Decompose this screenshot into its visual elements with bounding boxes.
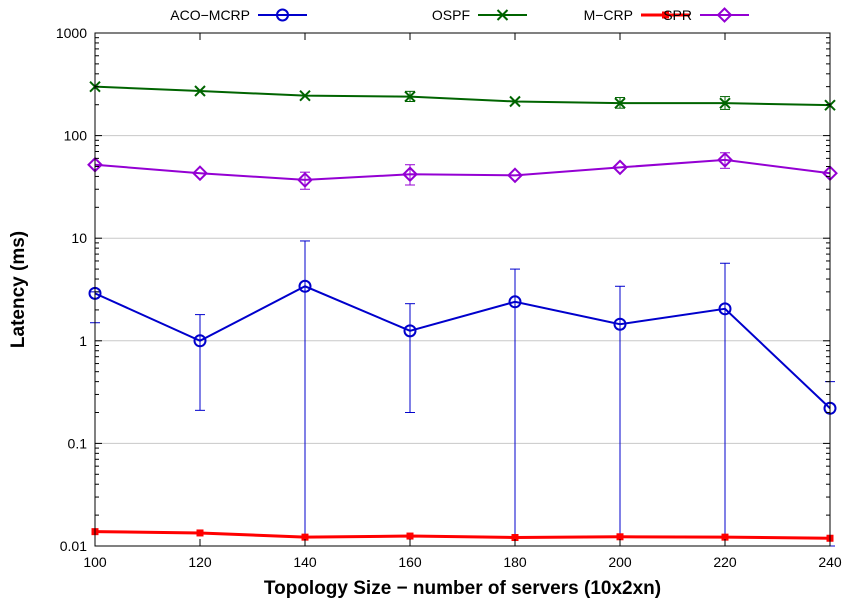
legend: ACO−MCRP OSPF M−CRP SPR: [170, 7, 749, 23]
y-tick-label: 100: [64, 128, 88, 144]
m-crp-point: [301, 533, 309, 541]
x-tick-label: 240: [818, 554, 842, 570]
x-tick-label: 100: [83, 554, 107, 570]
x-tick-label: 160: [398, 554, 422, 570]
aco-mcrp-point: [718, 302, 732, 316]
m-crp-point: [406, 532, 414, 540]
x-tick-label: 200: [608, 554, 632, 570]
spr-point: [192, 165, 208, 182]
aco-mcrp-point: [403, 324, 417, 338]
m-crp-point: [196, 529, 204, 537]
aco-mcrp-point: [613, 317, 627, 331]
legend-marker-aco-mcrp: [276, 8, 289, 22]
x-tick-label: 120: [188, 554, 212, 570]
legend-marker-m-crp: [662, 11, 669, 19]
axis-ticks: [94, 32, 831, 547]
spr-point: [402, 166, 418, 183]
x-tick-label: 220: [713, 554, 737, 570]
spr-point: [612, 159, 628, 176]
legend-marker-ospf: [496, 9, 509, 21]
aco-mcrp-point: [298, 279, 312, 293]
x-axis-title: Topology Size − number of servers (10x2x…: [264, 578, 661, 599]
series-lines: [94, 85, 831, 540]
ospf-point: [719, 97, 731, 109]
ospf-line: [94, 85, 831, 107]
m-crp-line: [94, 530, 831, 540]
m-crp-point: [616, 533, 624, 541]
tick-labels: 0.01 0.1 1 10 100 1000 100 120 140 160 180 200 220 24…: [56, 25, 842, 570]
spr-point: [507, 167, 523, 184]
legend-label-spr: SPR: [663, 7, 692, 23]
aco-mcrp-point: [193, 334, 207, 348]
y-tick-label: 1000: [56, 25, 87, 41]
legend-marker-spr: [716, 7, 733, 23]
ospf-point: [299, 89, 311, 102]
spr-point: [717, 151, 733, 168]
m-crp-point: [511, 534, 519, 542]
y-axis-title: Latency (ms): [8, 231, 29, 348]
y-tick-label: 0.1: [68, 435, 88, 451]
ospf-point: [509, 95, 521, 108]
ospf-point: [404, 90, 416, 103]
y-tick-label: 0.01: [60, 538, 87, 554]
legend-label-ospf: OSPF: [432, 7, 470, 23]
legend-label-m-crp: M−CRP: [584, 7, 633, 23]
spr-line: [94, 158, 831, 181]
aco-mcrp-point: [508, 295, 522, 309]
plot-frame: [94, 32, 831, 547]
ospf-point: [194, 85, 206, 97]
y-tick-label: 1: [79, 333, 87, 349]
aco-mcrp-line: [94, 285, 831, 409]
ospf-point: [614, 97, 626, 109]
legend-label-aco-mcrp: ACO−MCRP: [170, 7, 250, 23]
spr-point: [297, 171, 313, 188]
x-tick-label: 140: [293, 554, 317, 570]
m-crp-point: [721, 533, 729, 541]
y-tick-label: 10: [71, 230, 87, 246]
grid-lines: [95, 135, 830, 444]
series-markers: [87, 80, 838, 542]
x-tick-label: 180: [503, 554, 527, 570]
